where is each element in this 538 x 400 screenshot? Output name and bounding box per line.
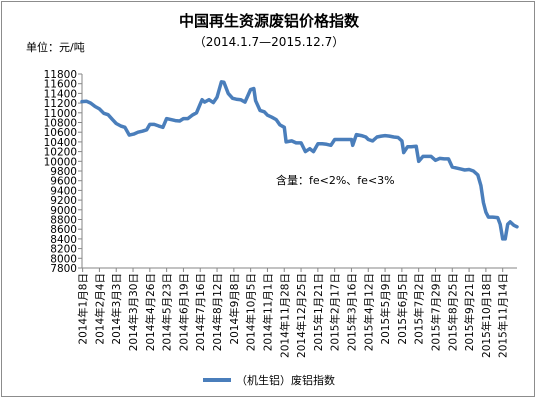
y-tick-label: 11600 bbox=[44, 79, 77, 91]
x-tick-label: 2014年10月5日 bbox=[245, 273, 258, 351]
y-tick-label: 9800 bbox=[50, 166, 77, 178]
x-tick-label: 2014年9月8日 bbox=[228, 273, 241, 345]
y-tick-label: 11000 bbox=[44, 108, 77, 120]
x-tick-label: 2015年8月25日 bbox=[446, 273, 459, 351]
x-tick-label: 2014年6月19日 bbox=[177, 273, 190, 351]
y-tick-label: 9600 bbox=[50, 176, 77, 188]
x-tick-label: 2014年12月25日 bbox=[295, 273, 308, 358]
x-tick-label: 2014年8月12日 bbox=[211, 273, 224, 351]
x-tick-label: 2015年7月2日 bbox=[413, 273, 426, 345]
series-line bbox=[80, 80, 519, 241]
chart-title: 中国再生资源废铝价格指数 bbox=[178, 12, 359, 30]
y-tick-label: 10000 bbox=[44, 156, 77, 168]
x-tick-label: 2014年3月3日 bbox=[110, 273, 123, 345]
x-tick-label: 2014年11月1日 bbox=[261, 273, 274, 351]
x-tick-label: 2015年10月18日 bbox=[480, 273, 493, 358]
y-tick-label: 7800 bbox=[50, 263, 77, 275]
x-tick-label: 2015年11月14日 bbox=[497, 273, 510, 358]
legend-label: （机生铝）废铝指数 bbox=[236, 373, 335, 387]
x-tick-label: 2014年7月16日 bbox=[194, 273, 207, 351]
y-tick-label: 8600 bbox=[50, 224, 77, 236]
y-tick-label: 8000 bbox=[50, 253, 77, 265]
x-tick-label: 2015年4月12日 bbox=[362, 273, 375, 351]
y-tick-label: 8800 bbox=[50, 215, 77, 227]
x-tick-label: 2014年2月4日 bbox=[93, 273, 106, 345]
x-tick-label: 2014年5月23日 bbox=[161, 273, 174, 351]
x-tick-label: 2015年2月17日 bbox=[329, 273, 342, 351]
x-tick-label: 2014年1月8日 bbox=[77, 273, 90, 345]
y-tick-label: 11800 bbox=[44, 69, 77, 81]
y-tick-label: 8200 bbox=[50, 244, 77, 256]
y-tick-label: 9200 bbox=[50, 195, 77, 207]
x-tick-label: 2014年11月28日 bbox=[278, 273, 291, 358]
y-tick-label: 9000 bbox=[50, 205, 77, 217]
legend: （机生铝）废铝指数 bbox=[203, 373, 335, 387]
y-tick-label: 11400 bbox=[44, 88, 77, 100]
chart-subtitle: （2014.1.7—2015.12.7） bbox=[193, 35, 345, 49]
x-tick-label: 2014年4月26日 bbox=[144, 273, 157, 351]
x-tick-label: 2015年3月16日 bbox=[345, 273, 358, 351]
y-tick-label: 8400 bbox=[50, 234, 77, 246]
x-tick-label: 2015年7月29日 bbox=[429, 273, 442, 351]
x-tick-label: 2015年5月9日 bbox=[379, 273, 392, 345]
y-tick-label: 11200 bbox=[44, 98, 77, 110]
y-tick-label: 10800 bbox=[44, 118, 77, 130]
content-annotation: 含量：fe<2%、fe<3% bbox=[276, 173, 395, 187]
unit-label: 单位：元/吨 bbox=[26, 41, 85, 54]
y-tick-label: 10600 bbox=[44, 127, 77, 139]
y-tick-label: 10400 bbox=[44, 137, 77, 149]
x-tick-label: 2015年9月21日 bbox=[463, 273, 476, 351]
y-tick-label: 10200 bbox=[44, 147, 77, 159]
y-tick-label: 9400 bbox=[50, 185, 77, 197]
x-tick-label: 2015年6月5日 bbox=[396, 273, 409, 345]
x-tick-label: 2015年1月21日 bbox=[312, 273, 325, 351]
x-tick-label: 2014年3月30日 bbox=[127, 273, 140, 351]
plot-area: 7800800082008400860088009000920094009600… bbox=[44, 69, 519, 358]
